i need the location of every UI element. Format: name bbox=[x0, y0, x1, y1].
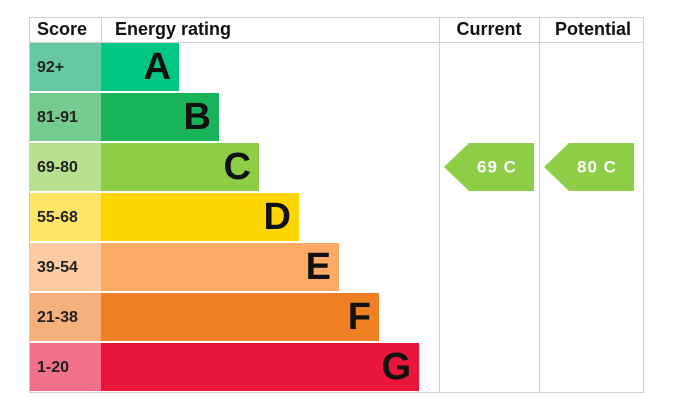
rating-bar bbox=[101, 143, 259, 191]
rating-bar bbox=[101, 293, 379, 341]
current-arrow bbox=[444, 143, 534, 191]
rating-letter: E bbox=[306, 246, 331, 288]
rating-bar bbox=[101, 93, 219, 141]
score-cell bbox=[30, 343, 101, 391]
score-label: 39-54 bbox=[37, 259, 78, 276]
rating-bar bbox=[101, 343, 419, 391]
score-header: Score bbox=[37, 19, 87, 39]
rating-header: Energy rating bbox=[115, 19, 231, 39]
score-cell bbox=[30, 293, 101, 341]
score-label: 55-68 bbox=[37, 209, 78, 226]
current-label: 69 C bbox=[477, 157, 517, 176]
current-header: Current bbox=[456, 19, 521, 39]
score-cell bbox=[30, 243, 101, 291]
rating-bar bbox=[101, 43, 179, 91]
score-cell bbox=[30, 143, 101, 191]
rating-letter: F bbox=[348, 296, 371, 338]
score-label: 1-20 bbox=[37, 359, 69, 376]
rating-bar bbox=[101, 243, 339, 291]
score-cell bbox=[30, 93, 101, 141]
rating-letter: D bbox=[264, 196, 291, 238]
score-cell bbox=[30, 193, 101, 241]
rating-letter: C bbox=[224, 146, 251, 188]
table-border bbox=[29, 17, 644, 393]
rating-bar bbox=[101, 193, 299, 241]
rating-letter: B bbox=[184, 96, 211, 138]
rating-letter: G bbox=[381, 346, 411, 388]
rating-letter: A bbox=[144, 46, 171, 88]
score-label: 92+ bbox=[37, 59, 64, 76]
score-label: 21-38 bbox=[37, 309, 78, 326]
potential-label: 80 C bbox=[577, 157, 617, 176]
potential-header: Potential bbox=[555, 19, 631, 39]
score-label: 69-80 bbox=[37, 159, 78, 176]
potential-arrow bbox=[544, 143, 634, 191]
score-label: 81-91 bbox=[37, 109, 78, 126]
score-cell bbox=[30, 43, 101, 91]
